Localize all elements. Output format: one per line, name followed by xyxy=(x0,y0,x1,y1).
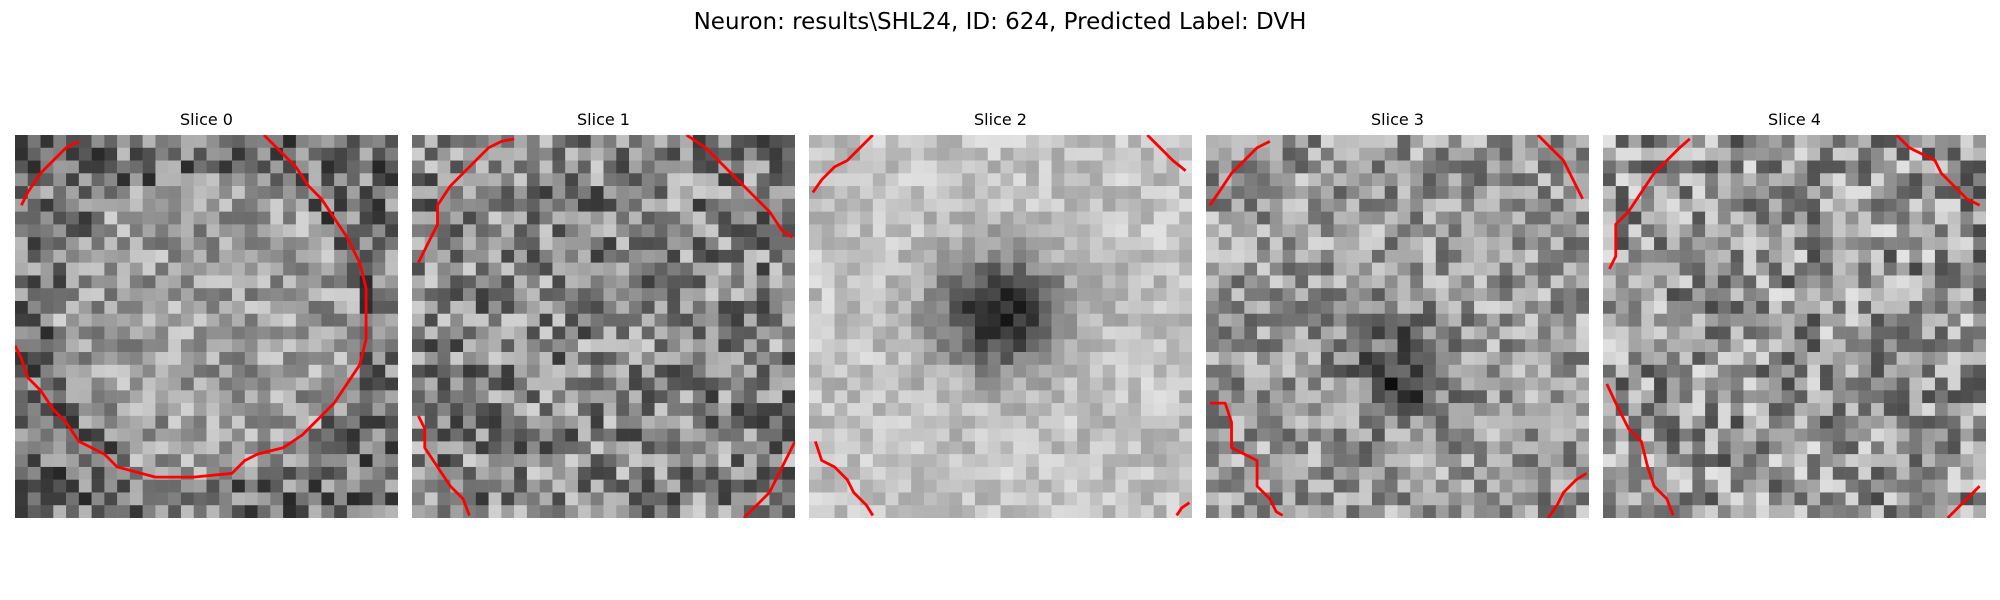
slice-image xyxy=(15,135,398,518)
figure-title: Neuron: results\SHL24, ID: 624, Predicte… xyxy=(693,9,1307,35)
contour-line xyxy=(742,440,795,518)
contour-line xyxy=(685,135,794,239)
contour-line xyxy=(811,135,874,194)
contour-line xyxy=(1175,501,1191,517)
contour-line xyxy=(1536,135,1584,200)
slice-image xyxy=(1206,135,1589,518)
slice-title: Slice 4 xyxy=(1768,110,1821,129)
contour-line xyxy=(1895,135,1981,207)
contour-line xyxy=(1208,140,1271,207)
contour-line xyxy=(20,140,80,206)
slice-title: Slice 2 xyxy=(974,110,1027,129)
slice-title: Slice 1 xyxy=(577,110,630,129)
contour-line xyxy=(1146,135,1187,172)
contour-line xyxy=(1209,401,1284,517)
contour-line xyxy=(417,137,515,264)
slice-image xyxy=(809,135,1192,518)
slice-title: Slice 3 xyxy=(1371,110,1424,129)
contour-line xyxy=(15,135,368,479)
contour-line xyxy=(1605,383,1675,516)
slice-title: Slice 0 xyxy=(180,110,233,129)
contour-line xyxy=(417,415,471,516)
slice-image xyxy=(1603,135,1986,518)
slice-image xyxy=(412,135,795,518)
contour-line xyxy=(1946,485,1981,518)
contour-line xyxy=(1546,472,1588,518)
contour-line xyxy=(1608,137,1691,270)
contour-line xyxy=(814,440,875,517)
